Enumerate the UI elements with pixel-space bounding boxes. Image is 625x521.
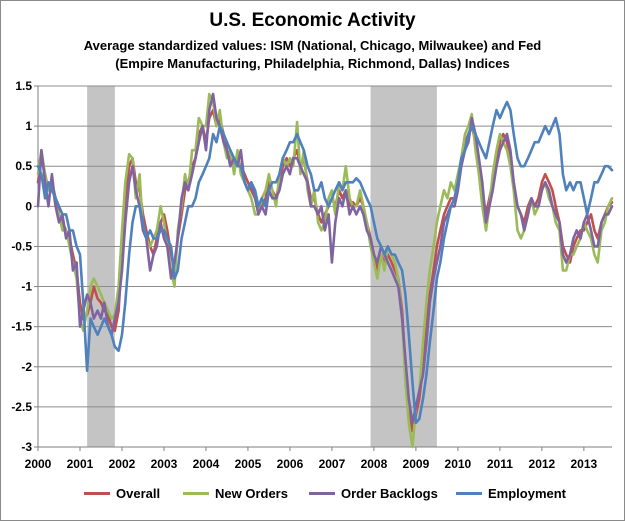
x-tick-label: 2013	[571, 457, 598, 471]
axes: 1.5 1 0.5 0 -0.5 -1 -1.5 -2 -2.5 -3 2000 2001 2002 20…	[11, 79, 612, 471]
y-tick-label: -1	[21, 280, 32, 294]
x-tick-label: 2008	[361, 457, 388, 471]
legend-swatch-employment	[456, 492, 482, 495]
x-tick-label: 2005	[235, 457, 262, 471]
series-line-overall	[36, 108, 614, 433]
legend-swatch-new-orders	[183, 492, 209, 495]
legend-swatch-overall	[84, 492, 110, 495]
y-tick-label: 0	[25, 199, 32, 213]
recession-band-1	[87, 86, 115, 447]
legend-item-employment: Employment	[456, 486, 566, 501]
chart-subtitle-line-2: (Empire Manufacturing, Philadelphia, Ric…	[115, 56, 510, 71]
series-line-employment	[36, 100, 614, 425]
legend-swatch-order-backlogs	[309, 492, 335, 495]
y-tick-label: 1.5	[15, 79, 32, 93]
data-series	[36, 92, 614, 449]
y-tick-label: -2.5	[11, 400, 32, 414]
y-tick-label: -0.5	[11, 239, 32, 253]
y-tick-label: -1.5	[11, 320, 32, 334]
legend-label-overall: Overall	[116, 486, 161, 501]
legend-label-employment: Employment	[488, 486, 567, 501]
recession-shading	[87, 86, 437, 447]
chart-subtitle-line-1: Average standardized values: ISM (Nation…	[83, 38, 542, 53]
y-tick-label: -2	[21, 360, 32, 374]
y-tick-label: 0.5	[15, 159, 32, 173]
chart-title: U.S. Economic Activity	[209, 10, 416, 31]
legend-item-new-orders: New Orders	[183, 486, 288, 501]
gridlines	[38, 85, 612, 448]
series-line-order-backlogs	[36, 92, 614, 425]
y-tick-label: -3	[21, 440, 32, 454]
y-tick-label: 1	[25, 119, 32, 133]
x-tick-label: 2010	[445, 457, 472, 471]
x-tick-label: 2004	[193, 457, 220, 471]
x-tick-label: 2009	[403, 457, 430, 471]
x-tick-label: 2003	[151, 457, 178, 471]
x-tick-label: 2000	[25, 457, 52, 471]
legend-item-order-backlogs: Order Backlogs	[309, 486, 438, 501]
legend-label-order-backlogs: Order Backlogs	[341, 486, 438, 501]
legend-item-overall: Overall	[84, 486, 160, 501]
x-tick-label: 2012	[529, 457, 556, 471]
x-tick-label: 2001	[67, 457, 94, 471]
series-line-new-orders	[36, 92, 614, 449]
x-tick-label: 2007	[319, 457, 346, 471]
legend-label-new-orders: New Orders	[215, 486, 288, 501]
legend: Overall New Orders Order Backlogs Employmen…	[0, 486, 625, 502]
x-tick-label: 2006	[277, 457, 304, 471]
x-tick-label: 2011	[487, 457, 513, 471]
x-tick-label: 2002	[109, 457, 136, 471]
